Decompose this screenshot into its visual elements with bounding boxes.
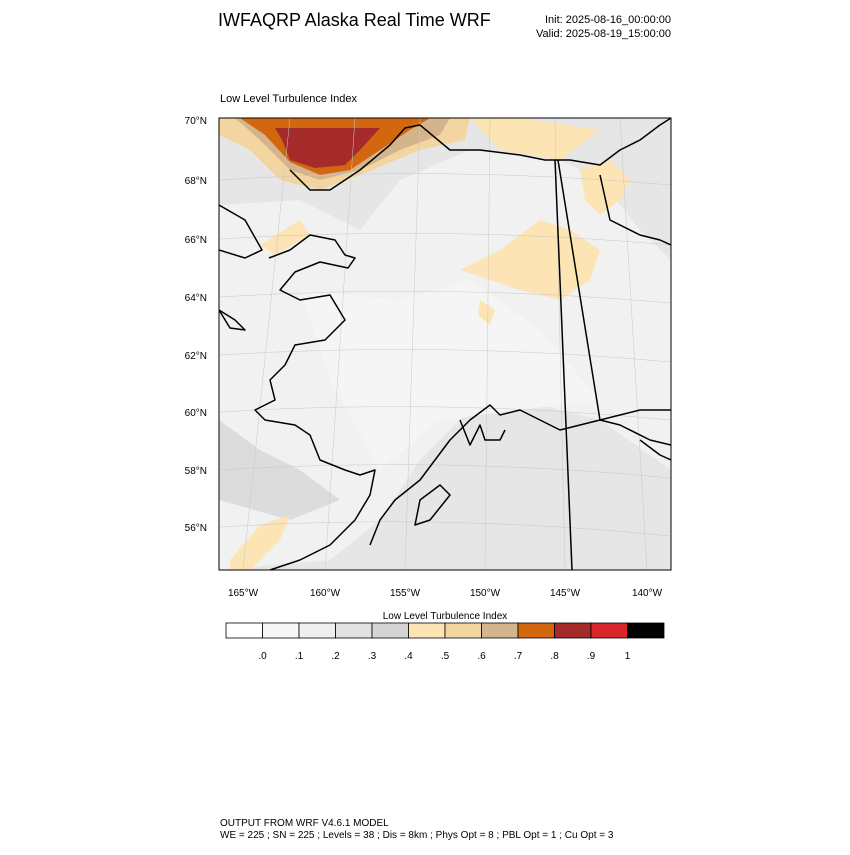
colorbar-label: .7: [514, 651, 523, 662]
colorbar-label: .2: [331, 651, 340, 662]
lat-label: 70°N: [185, 116, 207, 127]
colorbar-label: .6: [477, 651, 486, 662]
colorbar-label: .5: [441, 651, 450, 662]
lat-labels: 70°N 68°N 66°N 64°N 62°N 60°N 58°N 56°N: [185, 116, 207, 534]
lon-labels: 165°W 160°W 155°W 150°W 145°W 140°W: [228, 588, 663, 599]
lon-label: 165°W: [228, 588, 259, 599]
valid-time: Valid: 2025-08-19_15:00:00: [536, 28, 671, 40]
lon-label: 160°W: [310, 588, 341, 599]
lat-label: 64°N: [185, 293, 207, 304]
footer-line: OUTPUT FROM WRF V4.6.1 MODEL: [220, 818, 389, 829]
colorbar-box: [262, 622, 300, 639]
colorbar-label: .0: [258, 651, 267, 662]
colorbar-box: [444, 622, 482, 639]
colorbar-box: [590, 622, 628, 639]
lat-label: 60°N: [185, 408, 207, 419]
colorbar: .0 .1 .2 .3 .4 .5 .6 .7 .8 .9 1: [225, 622, 665, 662]
map-title: Low Level Turbulence Index: [220, 93, 357, 105]
lon-label: 145°W: [550, 588, 581, 599]
colorbar-box: [335, 622, 373, 639]
colorbar-label: .1: [295, 651, 304, 662]
colorbar-box: [298, 622, 336, 639]
colorbar-label: .3: [368, 651, 377, 662]
colorbar-box: [554, 622, 592, 639]
colorbar-box: [481, 622, 519, 639]
colorbar-label: .4: [404, 651, 413, 662]
colorbar-label: 1: [625, 651, 631, 662]
colorbar-title: Low Level Turbulence Index: [383, 611, 508, 622]
lon-label: 155°W: [390, 588, 421, 599]
lat-label: 66°N: [185, 235, 207, 246]
footer-line: WE = 225 ; SN = 225 ; Levels = 38 ; Dis …: [220, 830, 614, 841]
lat-label: 58°N: [185, 466, 207, 477]
colorbar-label: .8: [550, 651, 559, 662]
colorbar-box: [627, 622, 665, 639]
lon-label: 140°W: [632, 588, 663, 599]
lat-label: 56°N: [185, 523, 207, 534]
colorbar-box: [408, 622, 446, 639]
title: IWFAQRP Alaska Real Time WRF: [218, 10, 491, 30]
colorbar-box: [371, 622, 409, 639]
lat-label: 68°N: [185, 176, 207, 187]
lat-label: 62°N: [185, 351, 207, 362]
colorbar-box: [225, 622, 263, 639]
map-frame: [218, 117, 672, 571]
colorbar-label: .9: [587, 651, 596, 662]
colorbar-box: [517, 622, 555, 639]
init-time: Init: 2025-08-16_00:00:00: [545, 14, 671, 26]
map-field: [219, 118, 671, 570]
lon-label: 150°W: [470, 588, 501, 599]
